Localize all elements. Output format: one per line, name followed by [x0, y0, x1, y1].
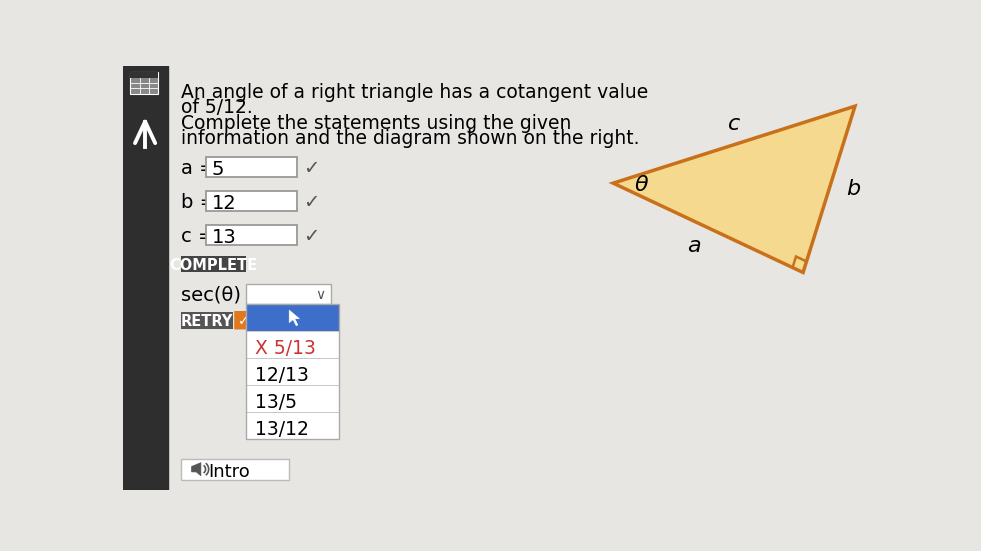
Text: c: c — [728, 114, 741, 134]
Polygon shape — [613, 106, 855, 273]
Text: 12/13: 12/13 — [255, 366, 309, 385]
Text: ✓: ✓ — [303, 227, 320, 246]
FancyBboxPatch shape — [246, 412, 338, 439]
Text: ✓: ✓ — [303, 159, 320, 179]
FancyBboxPatch shape — [181, 312, 233, 329]
Text: c =: c = — [181, 227, 214, 246]
Text: θ: θ — [635, 175, 648, 195]
Text: 5: 5 — [212, 160, 225, 179]
Text: An angle of a right triangle has a cotangent value: An angle of a right triangle has a cotan… — [181, 83, 648, 102]
FancyBboxPatch shape — [246, 331, 338, 358]
Text: 13: 13 — [212, 228, 236, 247]
FancyBboxPatch shape — [206, 225, 297, 245]
Text: sec(θ) =: sec(θ) = — [181, 285, 264, 305]
FancyBboxPatch shape — [246, 284, 332, 304]
Text: information and the diagram shown on the right.: information and the diagram shown on the… — [181, 129, 640, 148]
Text: 13/5: 13/5 — [255, 393, 297, 412]
Bar — [130, 72, 158, 78]
Text: Complete the statements using the given: Complete the statements using the given — [181, 114, 571, 133]
Text: b: b — [846, 179, 860, 199]
FancyBboxPatch shape — [181, 459, 289, 480]
FancyBboxPatch shape — [181, 256, 246, 273]
FancyBboxPatch shape — [234, 311, 253, 329]
Text: X 5/13: X 5/13 — [255, 339, 316, 358]
Text: a: a — [688, 235, 701, 256]
Bar — [123, 66, 168, 490]
Text: 12: 12 — [212, 194, 236, 213]
Polygon shape — [191, 463, 201, 476]
FancyBboxPatch shape — [206, 157, 297, 177]
Text: a =: a = — [181, 159, 216, 179]
Text: COMPLETE: COMPLETE — [170, 258, 257, 273]
Text: ✓: ✓ — [303, 193, 320, 212]
Text: ✓: ✓ — [237, 314, 249, 328]
FancyBboxPatch shape — [246, 304, 338, 331]
Bar — [130, 72, 158, 94]
FancyBboxPatch shape — [246, 385, 338, 412]
Text: RETRY: RETRY — [181, 314, 233, 329]
Text: b =: b = — [181, 193, 216, 212]
Text: of 5/12.: of 5/12. — [181, 99, 252, 117]
Polygon shape — [289, 310, 299, 326]
Text: 13/12: 13/12 — [255, 419, 309, 439]
Text: Intro: Intro — [209, 463, 250, 482]
FancyBboxPatch shape — [206, 191, 297, 211]
FancyBboxPatch shape — [246, 358, 338, 385]
Text: ∨: ∨ — [316, 288, 326, 302]
